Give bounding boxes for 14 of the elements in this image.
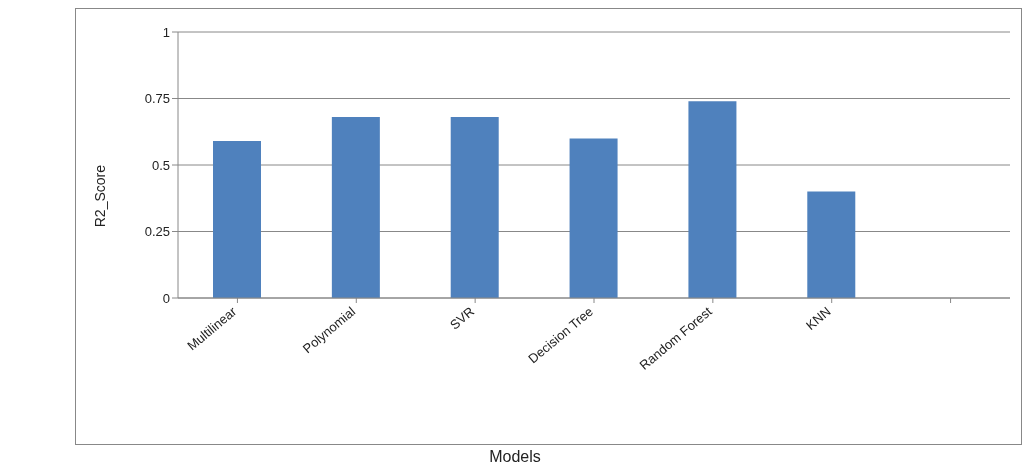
bar bbox=[688, 101, 737, 298]
bar bbox=[450, 117, 499, 298]
y-tick-label: 0 bbox=[162, 290, 170, 306]
bar bbox=[331, 117, 380, 298]
y-tick-label: 0.75 bbox=[144, 91, 170, 107]
y-tick-label: 1 bbox=[162, 24, 170, 40]
y-tick-label: 0.25 bbox=[144, 224, 170, 240]
y-axis-title: R2_Score bbox=[91, 164, 108, 228]
bar bbox=[807, 191, 856, 298]
bar bbox=[213, 141, 261, 298]
y-tick-label: 0.5 bbox=[151, 157, 170, 173]
x-axis-title: Models bbox=[488, 448, 542, 466]
x-tick-label: SVR bbox=[446, 303, 478, 333]
bar bbox=[569, 138, 618, 298]
